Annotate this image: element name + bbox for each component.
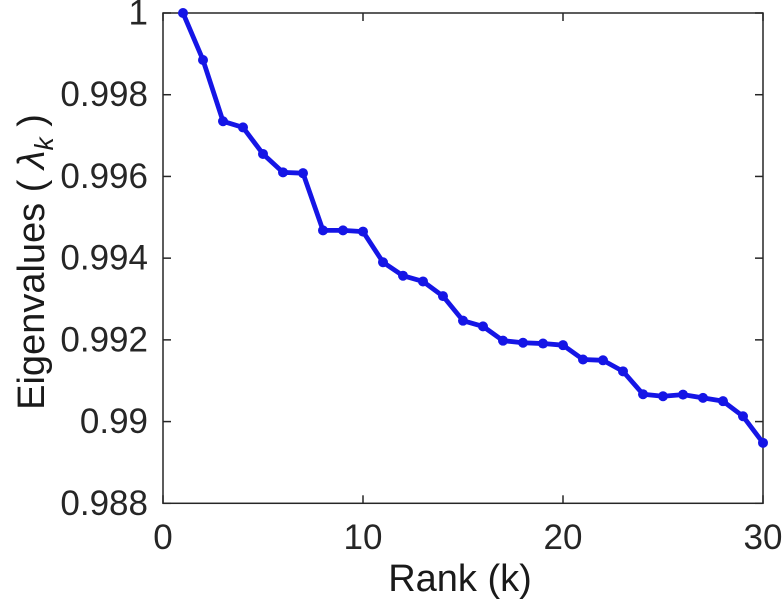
- data-point: [498, 335, 508, 346]
- data-point: [698, 392, 708, 403]
- data-point: [258, 148, 268, 159]
- data-point: [178, 8, 188, 18]
- y-axis-label-prefix: Eigenvalues (: [11, 169, 53, 410]
- x-tick-label: 0: [153, 518, 172, 557]
- data-point: [218, 116, 228, 127]
- data-point: [638, 389, 648, 400]
- data-point: [338, 225, 348, 236]
- data-point: [578, 354, 588, 365]
- lambda-symbol: λ: [11, 150, 53, 171]
- data-line: [180, 10, 766, 446]
- data-point: [678, 389, 688, 400]
- data-point: [278, 167, 288, 178]
- data-point: [438, 291, 448, 302]
- plot-frame: [162, 12, 764, 505]
- data-point: [458, 315, 468, 326]
- data-point: [518, 337, 528, 348]
- data-point: [618, 366, 628, 377]
- x-tick-label: 10: [344, 518, 383, 557]
- data-point: [358, 226, 368, 237]
- plot-area: 0 10 20 30 0.988 0.99 0.992 0.994 0.996 0.998 1: [60, 0, 782, 557]
- data-point: [238, 122, 248, 133]
- data-point: [558, 340, 568, 351]
- data-point: [378, 257, 388, 268]
- y-tick-label: 0.996: [60, 157, 148, 196]
- y-axis-label-suffix: ): [11, 114, 53, 137]
- y-axis-label: Eigenvalues ( λk ): [11, 114, 59, 410]
- x-tick-label: 20: [544, 518, 583, 557]
- data-point: [198, 54, 208, 65]
- data-point: [658, 391, 668, 402]
- x-tick-label: 30: [744, 518, 782, 557]
- y-tick-label: 1: [129, 0, 148, 33]
- y-tick-label: 0.994: [60, 239, 148, 278]
- data-point: [598, 355, 608, 366]
- data-point: [738, 411, 748, 422]
- data-point: [298, 168, 308, 179]
- data-point: [718, 396, 728, 407]
- data-point: [758, 437, 768, 448]
- y-tick-label: 0.99: [80, 402, 148, 441]
- y-tick-label: 0.988: [60, 484, 148, 523]
- y-tick-label: 0.998: [60, 75, 148, 114]
- data-point: [318, 225, 328, 236]
- x-axis-label: Rank (k): [388, 558, 532, 600]
- data-point: [478, 321, 488, 332]
- y-tick-label: 0.992: [60, 320, 148, 359]
- data-point: [538, 338, 548, 349]
- data-point: [398, 270, 408, 281]
- y-axis-label-subscript: k: [29, 135, 59, 150]
- data-point: [418, 276, 428, 287]
